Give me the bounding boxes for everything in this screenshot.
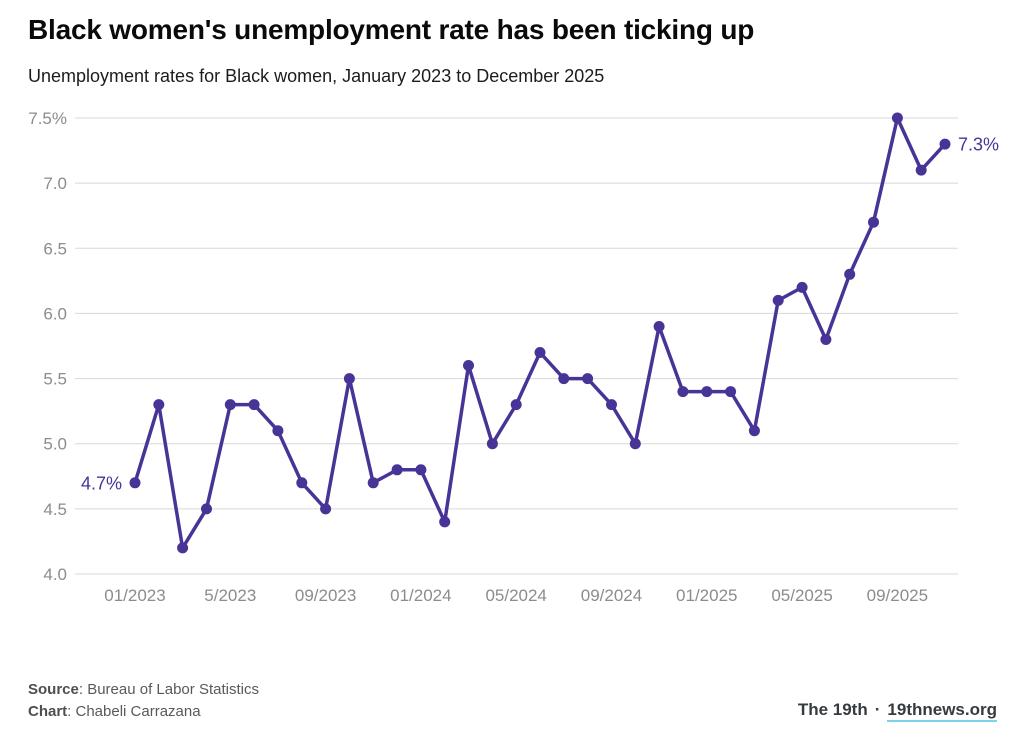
value-annotation: 4.7% <box>81 473 122 493</box>
y-axis-label: 5.0 <box>43 435 67 454</box>
data-point <box>653 321 665 332</box>
data-point <box>296 477 308 489</box>
data-point <box>320 503 332 515</box>
data-point <box>248 399 260 411</box>
data-point <box>510 399 522 411</box>
data-point <box>701 386 713 398</box>
data-point <box>939 138 951 150</box>
source-line: Source: Bureau of Labor Statistics <box>28 679 259 701</box>
data-point <box>486 438 498 450</box>
x-axis-label: 09/2024 <box>581 586 642 605</box>
data-point <box>129 477 141 489</box>
x-axis-label: 01/2025 <box>676 586 737 605</box>
data-point <box>153 399 165 411</box>
x-axis-label: 01/2023 <box>104 586 165 605</box>
y-axis-label: 5.5 <box>43 370 67 389</box>
source-label: Source <box>28 681 79 698</box>
data-point <box>343 373 355 385</box>
brand-footer: The 19th · 19thnews.org <box>797 700 997 722</box>
data-point <box>272 425 284 437</box>
chart-author-label: Chart <box>28 703 68 720</box>
series-line <box>133 116 947 550</box>
data-point <box>772 294 784 306</box>
data-point <box>391 464 403 476</box>
y-axis-label: 6.5 <box>43 239 67 258</box>
chart-credits: Source: Bureau of Labor Statistics Chart… <box>28 679 259 723</box>
data-point <box>415 464 427 476</box>
data-point <box>677 386 689 398</box>
data-point <box>629 438 641 450</box>
x-axis-label: 09/2025 <box>867 586 928 605</box>
data-point <box>891 112 903 124</box>
site-link[interactable]: 19thnews.org <box>887 700 997 722</box>
x-axis-label: 01/2024 <box>390 586 451 605</box>
data-point <box>725 386 737 398</box>
y-axis-label: 4.0 <box>43 565 67 584</box>
separator-dot: · <box>874 700 881 719</box>
data-point <box>820 334 832 345</box>
x-axis-label: 09/2023 <box>295 586 356 605</box>
data-point <box>367 477 379 489</box>
line-chart: 4.0 4.5 5.0 5.5 6.0 6.5 7.0 7.5% 01/2023 5/2023 09… <box>28 109 999 605</box>
data-point <box>582 373 594 385</box>
chart-author-value: : Chabeli Carrazana <box>67 703 201 720</box>
x-axis-label: 05/2025 <box>771 586 832 605</box>
data-point <box>606 399 617 411</box>
brand-name: The 19th <box>797 700 868 719</box>
data-point <box>748 425 760 437</box>
data-point <box>177 542 189 554</box>
source-value: : Bureau of Labor Statistics <box>78 681 259 698</box>
chart-title: Black women's unemployment rate has been… <box>28 14 755 45</box>
chart-author-line: Chart: Chabeli Carrazana <box>28 701 259 723</box>
data-point <box>201 503 212 515</box>
data-point <box>224 399 236 411</box>
value-annotation: 7.3% <box>958 135 999 155</box>
y-axis-label: 7.5% <box>28 109 67 128</box>
y-axis-label: 4.5 <box>43 500 67 519</box>
data-point <box>534 347 546 358</box>
y-axis-label: 7.0 <box>43 174 67 193</box>
data-point <box>558 373 570 385</box>
data-point <box>463 360 474 371</box>
data-point <box>844 268 856 280</box>
data-point <box>439 516 451 528</box>
x-axis-label: 5/2023 <box>204 586 256 605</box>
data-point <box>796 281 808 293</box>
data-point <box>868 216 879 228</box>
y-axis-label: 6.0 <box>43 304 67 323</box>
data-point <box>915 164 927 176</box>
chart-subtitle: Unemployment rates for Black women, Janu… <box>28 66 605 86</box>
x-axis-label: 05/2024 <box>485 586 546 605</box>
